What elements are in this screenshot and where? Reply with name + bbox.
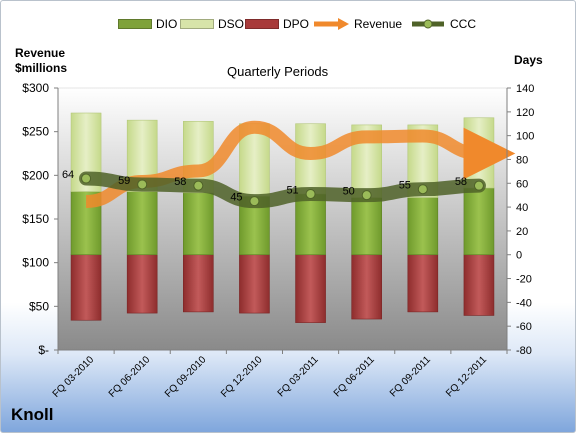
right-tick-label: 120 — [516, 107, 534, 119]
dio-bar — [407, 197, 439, 256]
legend-ccc: CCC — [410, 14, 476, 34]
right-tick-label: 0 — [516, 250, 522, 262]
legend-revenue-label: Revenue — [354, 17, 403, 31]
dio-bar — [351, 197, 382, 256]
right-axis-title: Days — [514, 53, 543, 67]
left-axis-title: Revenue $millions — [15, 46, 68, 75]
dio-bar — [295, 193, 326, 256]
left-tick-label: $150 — [22, 212, 49, 226]
company-name: Knoll — [11, 405, 54, 424]
plot-area — [57, 87, 508, 351]
dio-bar — [463, 187, 495, 256]
ccc-point — [249, 196, 260, 207]
x-tick-label: FQ 03-2011 — [276, 354, 321, 399]
ccc-point — [473, 180, 484, 191]
legend-dio-label: DIO — [156, 17, 178, 31]
x-tick-label: FQ 09-2010 — [163, 354, 209, 400]
ccc-data-label: 50 — [343, 186, 355, 198]
ccc-data-label: 45 — [230, 192, 242, 204]
legend-dpo-swatch — [245, 19, 279, 29]
ccc-point — [81, 173, 92, 184]
left-tick-label: $250 — [22, 125, 49, 139]
dpo-bar — [183, 254, 214, 313]
x-tick-label: FQ 03-2010 — [51, 354, 97, 400]
right-tick-label: 140 — [516, 83, 534, 95]
ccc-point — [361, 190, 372, 201]
x-tick-label: FQ 12-2010 — [219, 354, 265, 400]
x-tick-label: FQ 06-2011 — [332, 354, 377, 399]
dio-bar — [183, 192, 214, 256]
x-tick-label: FQ 06-2010 — [107, 354, 153, 400]
ccc-point — [137, 179, 148, 190]
x-tick-label: FQ 12-2011 — [444, 354, 489, 399]
chart-title: Quarterly Periods — [227, 64, 329, 79]
right-tick-label: -60 — [516, 321, 532, 333]
legend-revenue-arrow-icon — [314, 18, 349, 30]
right-tick-label: 40 — [516, 202, 528, 214]
ccc-data-label: 51 — [286, 184, 298, 196]
dpo-bar — [239, 254, 270, 314]
ccc-point — [417, 184, 428, 195]
legend-ccc-label: CCC — [450, 17, 476, 31]
dpo-bar — [407, 254, 439, 313]
ccc-data-label: 55 — [399, 180, 411, 192]
legend-dso-label: DSO — [218, 17, 245, 31]
legend-revenue: Revenue — [312, 14, 402, 34]
ccc-data-label: 59 — [118, 175, 130, 187]
left-tick-label: $50 — [29, 299, 49, 313]
legend-dio: DIO — [118, 14, 177, 34]
dpo-bar — [295, 254, 326, 323]
dpo-bar — [126, 254, 158, 314]
dio-bar — [126, 191, 158, 256]
legend-dpo-label: DPO — [283, 17, 310, 31]
legend: DIO DSO DPO Revenue CCC — [1, 14, 575, 34]
right-tick-label: -40 — [516, 297, 532, 309]
right-tick-label: 100 — [516, 131, 534, 143]
right-tick-label: -20 — [516, 274, 532, 286]
right-tick-label: 20 — [516, 226, 528, 238]
right-tick-label: 80 — [516, 154, 528, 166]
legend-dso: DSO — [180, 14, 244, 34]
ccc-line — [79, 171, 486, 209]
right-tick-label: -80 — [516, 345, 532, 357]
ccc-data-label: 58 — [455, 176, 467, 188]
legend-ccc-line-icon — [412, 19, 444, 29]
ccc-data-label: 64 — [62, 169, 74, 181]
x-tick-label: FQ 09-2011 — [388, 354, 433, 399]
left-tick-label: $200 — [22, 168, 49, 182]
ccc-point — [193, 180, 204, 191]
left-tick-label: $- — [38, 343, 49, 357]
left-tick-label: $100 — [22, 256, 49, 270]
left-tick-label: $300 — [22, 81, 49, 95]
right-tick-label: 60 — [516, 178, 528, 190]
dpo-bar — [351, 254, 382, 320]
legend-dso-swatch — [180, 19, 214, 29]
dpo-bar — [70, 254, 102, 321]
legend-dio-swatch — [118, 19, 152, 29]
legend-dpo: DPO — [245, 14, 309, 34]
lines-group: 64 59 58 45 51 50 55 58 — [62, 120, 516, 209]
bars-group — [70, 112, 495, 323]
ccc-data-label: 58 — [174, 176, 186, 188]
dpo-bar — [463, 254, 495, 316]
ccc-point — [305, 188, 316, 199]
